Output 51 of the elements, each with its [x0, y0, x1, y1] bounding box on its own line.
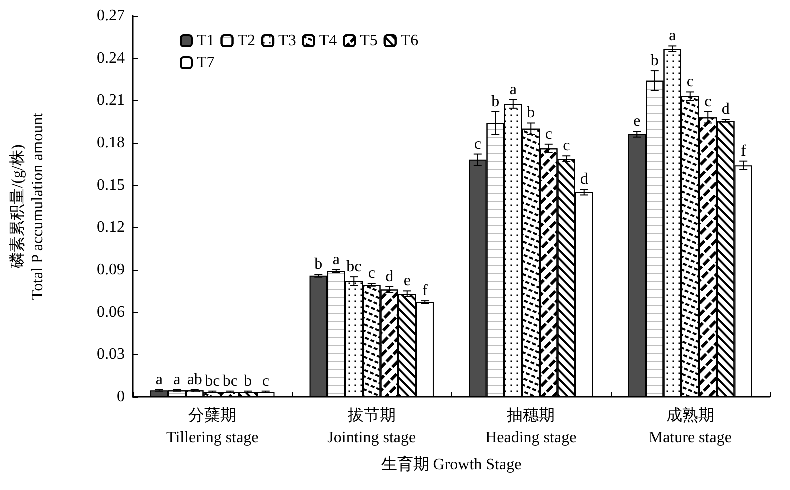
x-tick-label: 抽穗期 Heading stage: [486, 406, 577, 446]
x-tick-label: 成熟期 Mature stage: [648, 406, 732, 446]
data-label: b: [314, 256, 323, 274]
y-tick-label: 0: [117, 388, 125, 406]
data-label: d: [580, 171, 588, 188]
data-label: c: [686, 74, 694, 91]
data-label: bc: [205, 372, 220, 390]
y-tick-label: 0.12: [97, 219, 125, 236]
data-label: c: [474, 136, 482, 153]
y-tick-label: 0.27: [97, 8, 125, 24]
data-label: a: [669, 28, 676, 45]
y-axis-title: 磷素累积量/(g/株) Total P accumulation amount: [8, 112, 46, 300]
y-tick-label: 0.15: [97, 176, 125, 194]
y-tick-label: 0.09: [97, 262, 125, 278]
data-label: e: [634, 113, 641, 130]
y-tick-label: 0.06: [97, 304, 125, 321]
legend-label: T5: [360, 32, 378, 50]
data-label: bc: [222, 372, 238, 390]
data-label: bc: [346, 258, 362, 276]
data-label: b: [492, 93, 500, 110]
data-label: f: [740, 142, 747, 160]
data-label: c: [704, 93, 712, 110]
data-label: a: [510, 81, 517, 98]
legend-label: T1: [197, 32, 215, 50]
y-tick-label: 0.21: [97, 92, 125, 110]
legend-label: T4: [319, 32, 338, 50]
data-label: d: [386, 268, 394, 286]
y-tick-label: 0.18: [97, 134, 125, 152]
x-tick-label: 分蘖期 Tillering stage: [166, 406, 259, 446]
data-label: a: [332, 252, 340, 268]
legend-label: T6: [400, 32, 419, 50]
data-label: b: [244, 372, 252, 390]
y-tick-label: 0.03: [97, 346, 125, 364]
x-axis-title: 生育期 Growth Stage: [381, 456, 522, 474]
data-label: d: [722, 101, 730, 118]
data-label: c: [368, 265, 376, 282]
data-label: ab: [187, 371, 202, 388]
data-label: b: [650, 52, 659, 70]
data-label: f: [422, 282, 428, 300]
data-label: c: [545, 126, 552, 143]
legend-label: T2: [238, 32, 256, 50]
x-tick-label: 拔节期 Jointing stage: [328, 406, 416, 446]
data-label: c: [563, 138, 570, 155]
legend-label: T3: [278, 32, 296, 50]
data-label: c: [262, 372, 270, 390]
data-label: e: [404, 272, 411, 290]
y-tick-label: 0.24: [97, 50, 125, 67]
data-label: a: [174, 371, 181, 388]
data-label: b: [527, 104, 536, 122]
data-label: a: [156, 371, 163, 388]
legend-label: T7: [197, 54, 215, 72]
